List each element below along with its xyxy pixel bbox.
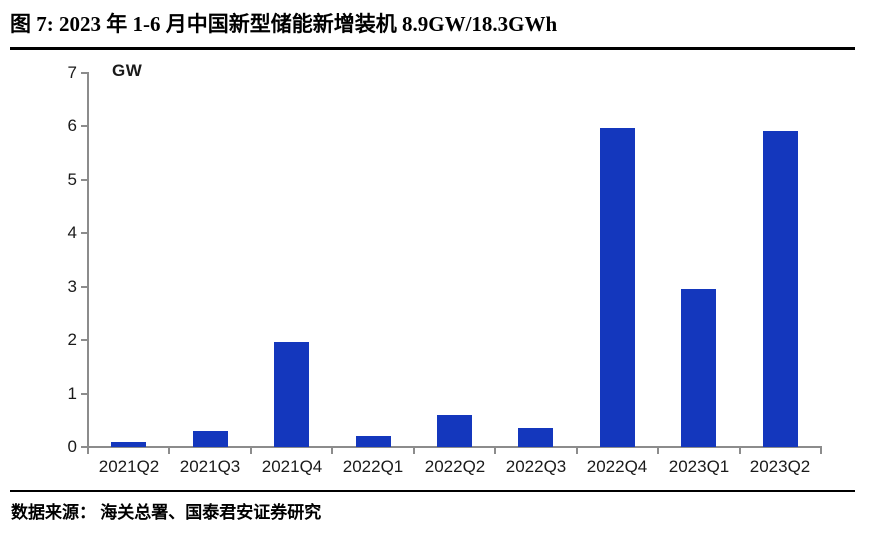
x-axis-tick-label: 2023Q1	[668, 457, 730, 476]
y-axis-tick-label: 2	[67, 330, 77, 350]
source-divider	[10, 490, 855, 492]
y-axis-tick	[81, 232, 88, 235]
x-axis-tick	[249, 448, 252, 454]
y-axis-tick	[81, 446, 88, 448]
bar-2022Q3	[518, 428, 553, 447]
x-axis-tick	[412, 448, 415, 454]
bar-2022Q2	[437, 415, 472, 447]
x-axis-tick-label: 2022Q3	[505, 457, 567, 476]
y-axis-unit-label: GW	[112, 61, 143, 80]
y-axis-tick	[81, 72, 88, 74]
x-axis-tick-label: 2022Q4	[586, 457, 648, 476]
x-axis-tick	[820, 448, 822, 454]
x-axis-tick	[87, 448, 89, 454]
y-axis-tick-label: 4	[67, 223, 77, 243]
bar-2021Q4	[274, 342, 309, 447]
x-axis-tick-label: 2023Q2	[749, 457, 811, 476]
y-axis-tick-label: 1	[67, 383, 77, 403]
x-axis-tick	[168, 448, 171, 454]
x-axis-line	[87, 446, 822, 448]
figure-title: 图 7: 2023 年 1-6 月中国新型储能新增装机 8.9GW/18.3GW…	[10, 12, 558, 36]
bar-2021Q2	[111, 442, 146, 447]
x-axis-tick	[738, 448, 741, 454]
y-axis-tick	[81, 285, 88, 288]
bar-2022Q4	[600, 128, 635, 447]
x-axis-tick	[331, 448, 334, 454]
bar-2023Q1	[681, 289, 716, 447]
x-axis-tick-label: 2021Q3	[179, 457, 241, 476]
y-axis-tick	[81, 178, 88, 181]
x-axis-tick	[575, 448, 578, 454]
x-axis-tick	[494, 448, 497, 454]
y-axis-tick-label: 6	[67, 116, 77, 136]
y-axis-tick	[81, 392, 88, 395]
y-axis-line	[87, 72, 89, 448]
y-axis-tick-label: 5	[67, 169, 77, 189]
x-axis-tick-label: 2022Q1	[342, 457, 404, 476]
y-axis-tick	[81, 339, 88, 342]
bar-2023Q2	[763, 131, 798, 447]
data-source-text: 数据来源： 海关总署、国泰君安证券研究	[11, 503, 322, 522]
title-divider	[10, 47, 855, 50]
x-axis-tick-label: 2021Q4	[261, 457, 323, 476]
y-axis-tick-label: 7	[67, 63, 77, 82]
x-axis-tick-label: 2021Q2	[98, 457, 160, 476]
bar-2021Q3	[193, 431, 228, 447]
y-axis-tick-label: 0	[67, 437, 77, 456]
y-axis-tick	[81, 125, 88, 128]
bar-2022Q1	[356, 436, 391, 447]
x-axis-tick	[657, 448, 660, 454]
y-axis-tick-label: 3	[67, 276, 77, 296]
x-axis-tick-label: 2022Q2	[424, 457, 486, 476]
